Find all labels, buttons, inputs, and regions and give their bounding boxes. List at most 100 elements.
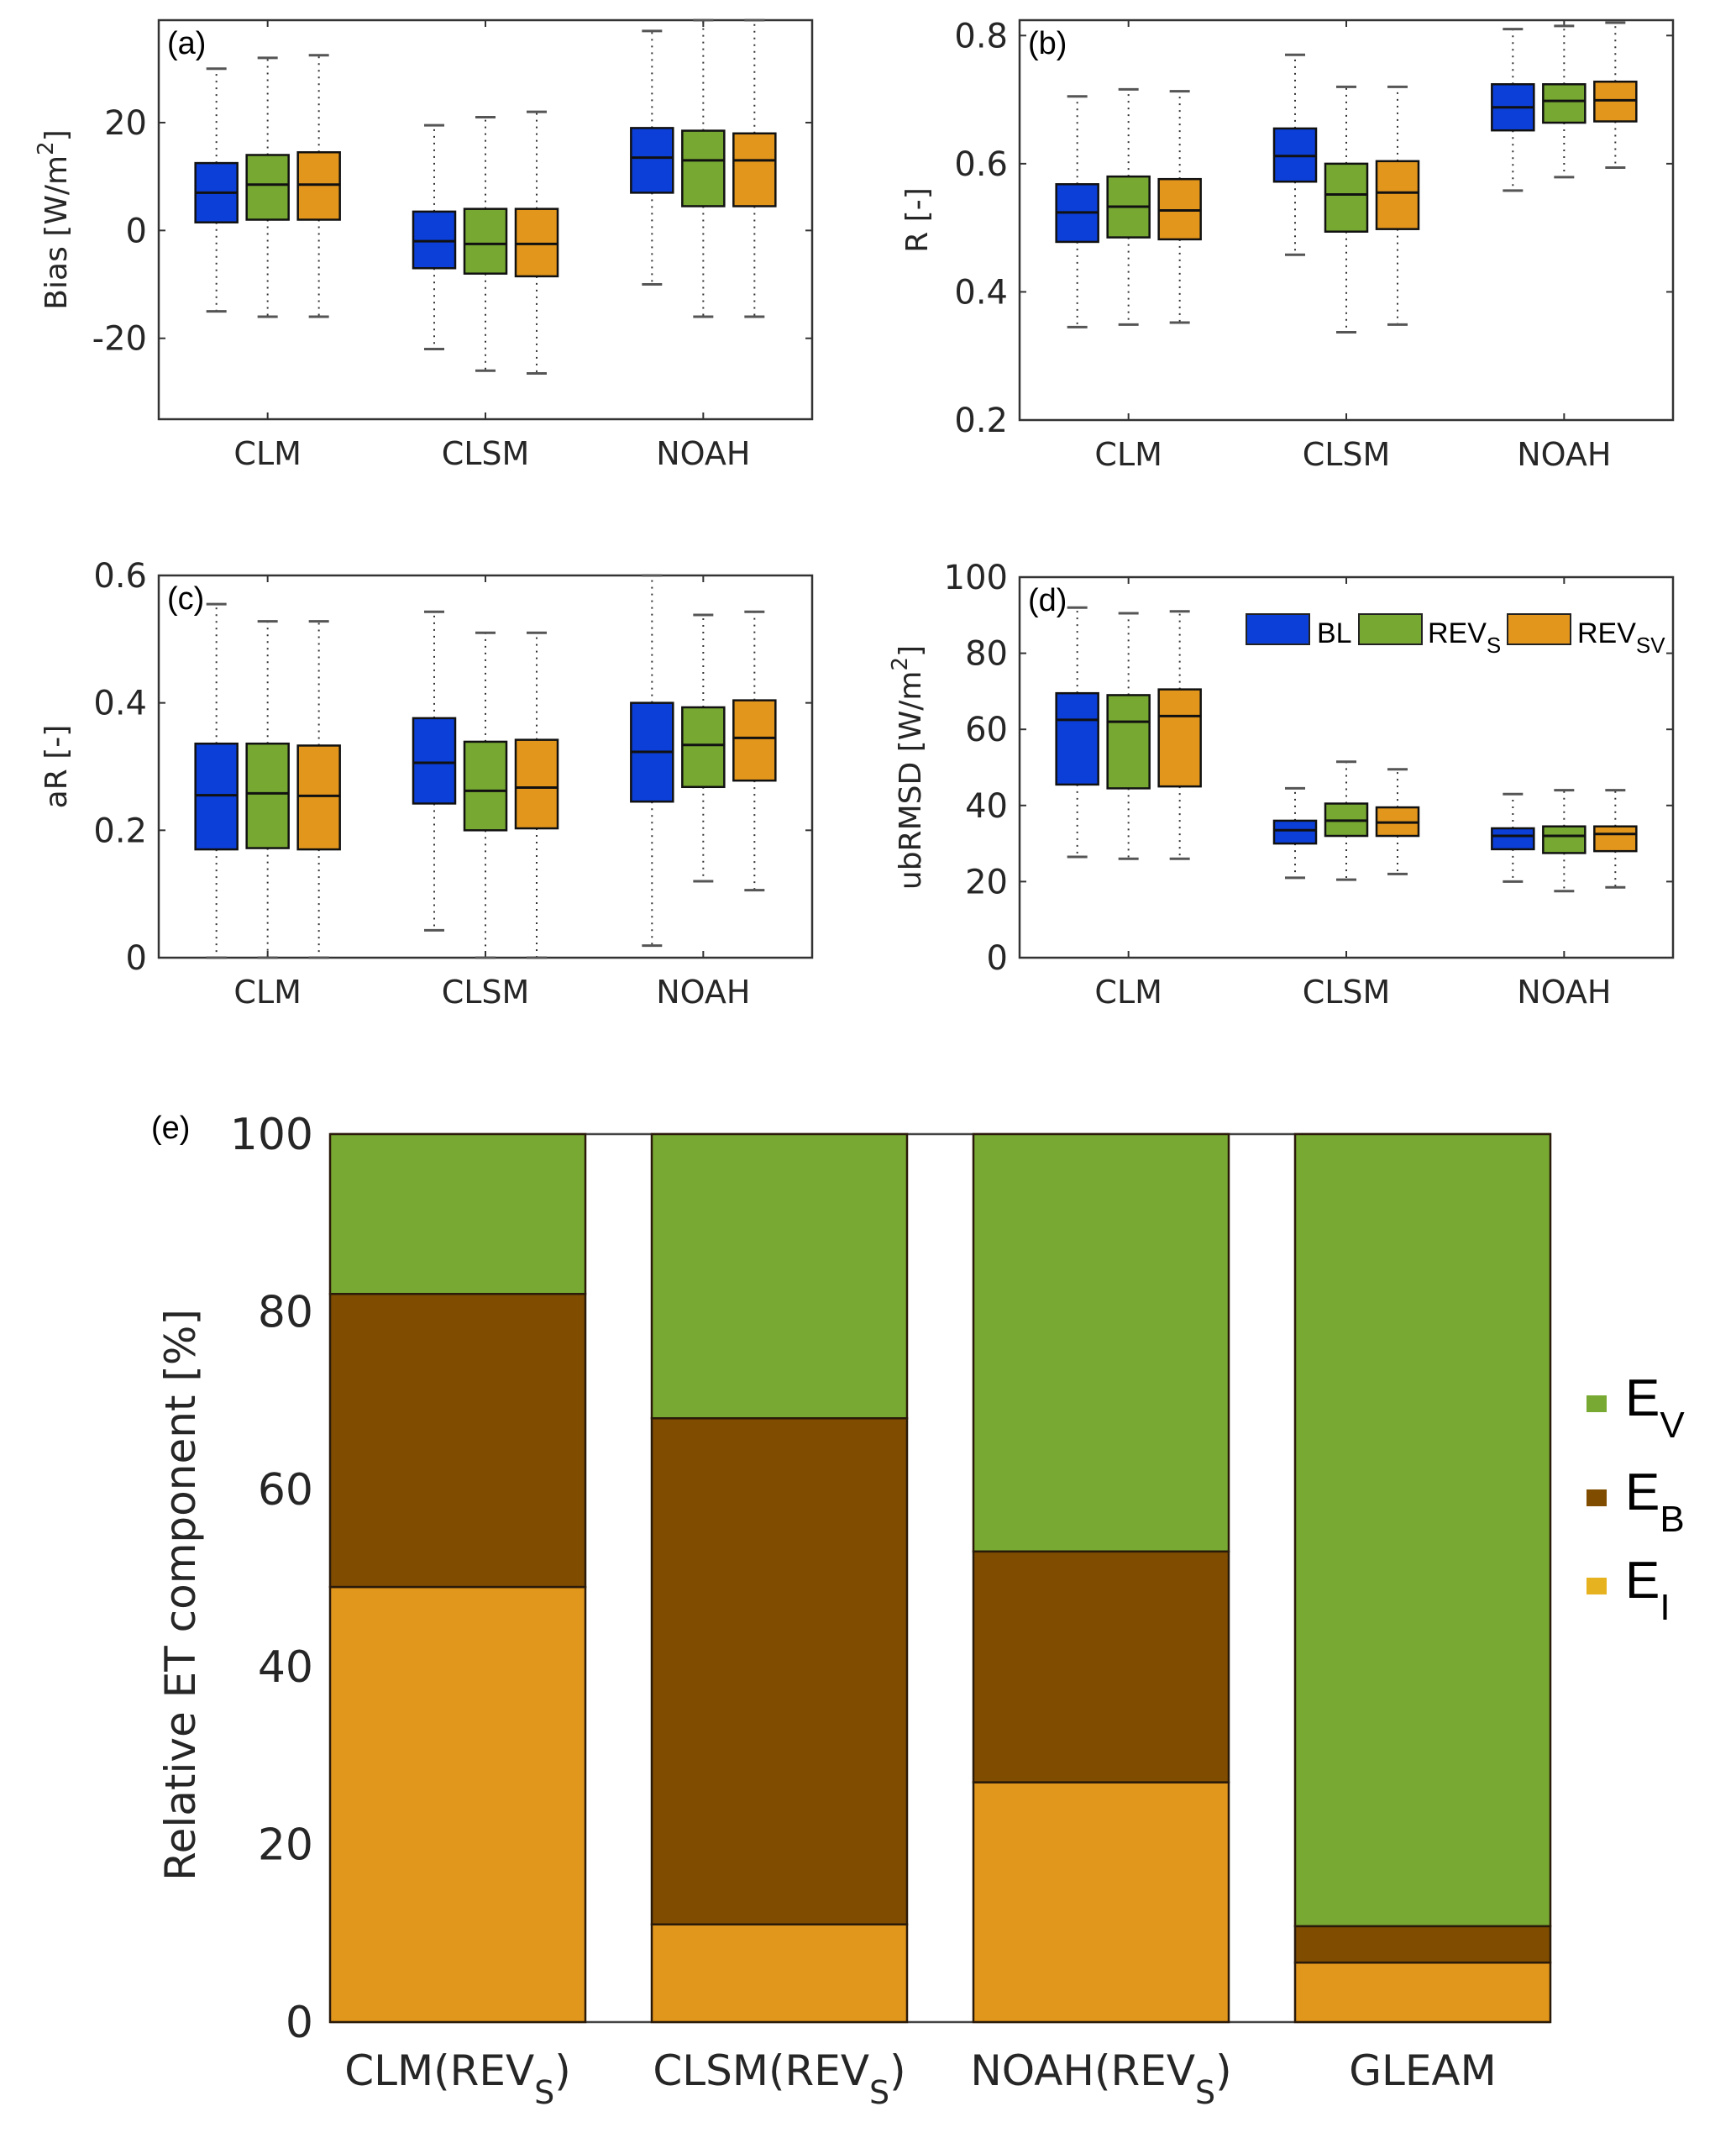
panel-label: (d) [1028, 583, 1067, 618]
box-clm-rev-s [245, 56, 290, 318]
y-tick-label: -20 [92, 320, 147, 359]
bar-segment-e-i [1293, 1961, 1552, 2024]
y-axis-title-sup: 2 [888, 657, 913, 671]
box-noah-rev-s [1542, 789, 1587, 893]
y-tick-label: 0.4 [93, 685, 147, 723]
legend-label-text: REV [1577, 617, 1636, 649]
bar-segment-e-v [972, 1132, 1230, 1553]
legend-item-rev-s: REVS [1358, 613, 1501, 658]
box-clm-rev-sv [296, 54, 341, 318]
box-clsm-rev-sv [514, 631, 559, 959]
y-tick-label: 20 [258, 1820, 313, 1871]
legend-label-text: REV [1428, 617, 1487, 649]
legend-item-e-b: EB [1587, 1463, 1685, 1540]
x-category-label: CLM [233, 435, 302, 472]
legend-swatch [1358, 613, 1423, 645]
box-clm-rev-s [245, 620, 290, 959]
x-category-label: NOAH [1517, 436, 1611, 473]
iqr-box [412, 210, 457, 270]
y-tick-label: 40 [258, 1642, 313, 1693]
y-axis-title-text: Bias [W/m [39, 155, 74, 310]
y-tick-label: 60 [965, 711, 1008, 749]
x-category-label: CLM [233, 974, 302, 1011]
x-category-label-text: CLM(REV [344, 2046, 534, 2095]
legend-label: EB [1625, 1463, 1685, 1540]
legend-item-e-i: EI [1587, 1552, 1670, 1628]
box-clsm-rev-sv [514, 110, 559, 375]
iqr-box [1324, 162, 1369, 233]
iqr-box [681, 129, 726, 207]
legend-label-text: E [1625, 1369, 1660, 1427]
x-category-label: CLM [1094, 436, 1162, 473]
box-noah-rev-s [681, 613, 726, 883]
x-category-label: CLM(REVS) [344, 2046, 571, 2111]
x-category-label: NOAH [656, 974, 750, 1011]
iqr-box [245, 154, 290, 221]
y-tick-label: 80 [965, 635, 1008, 674]
iqr-box [296, 744, 341, 851]
box-clsm-bl [1272, 786, 1318, 880]
bar-segment-e-i [972, 1781, 1230, 2024]
y-tick-label: 20 [965, 863, 1008, 901]
box-clm-bl [194, 67, 239, 313]
box-noah-bl [630, 29, 674, 286]
x-category-label: NOAH [656, 435, 750, 472]
panel-b-r: 0.2 0.4 0.6 0.8 CLM CLSM NOAH R [-] (b) [900, 17, 1675, 473]
x-category-label: CLSM [1303, 974, 1391, 1011]
legend-swatch [1246, 613, 1310, 645]
x-category-label-text: GLEAM [1349, 2046, 1497, 2095]
y-axis-title: ubRMSD [W/m2] [888, 645, 928, 890]
legend-label-sub: B [1660, 1499, 1684, 1540]
panel-a-bias: -20 0 20 CLM CLSM NOAH Bias [W/m2] (a) [34, 18, 814, 472]
box-clsm-rev-sv [1375, 768, 1420, 875]
box-noah-rev-s [1542, 24, 1587, 179]
y-tick-label: 0.2 [954, 402, 1008, 440]
iqr-box [1593, 825, 1638, 853]
bar-segment-e-b [1293, 1925, 1552, 1964]
box-clsm-bl [412, 610, 457, 932]
legend-label-sub: SV [1636, 633, 1665, 658]
y-axis-title-end: ] [39, 129, 74, 141]
box-noah-rev-sv [1593, 21, 1638, 169]
legend-item-e-v: EV [1587, 1369, 1685, 1446]
box-clm-rev-sv [1157, 90, 1202, 324]
x-category-label-end: ) [554, 2046, 571, 2095]
legend-label-text: E [1625, 1463, 1660, 1521]
iqr-box [1375, 160, 1420, 230]
x-category-label-text: CLSM(REV [653, 2046, 869, 2095]
x-category-label: CLSM [1303, 436, 1391, 473]
iqr-box [1593, 80, 1638, 123]
panel-d-ubrmsd: 0 20 40 60 80 100 CLM CLSM NOAH ubRMSD [W/m2] (d) B… [888, 559, 1675, 1011]
panel-c-ar: 0 0.2 0.4 0.6 CLM CLSM NOAH aR [-] (c) [39, 557, 814, 1011]
box-clm-rev-sv [1157, 610, 1202, 860]
y-tick-label: 20 [104, 104, 147, 143]
y-tick-label: 0.4 [954, 273, 1008, 312]
y-tick-label: 0 [126, 212, 147, 250]
y-tick-label: 0.2 [93, 812, 147, 850]
panel-label: (b) [1028, 26, 1067, 61]
iqr-box [194, 742, 239, 851]
legend-swatch [1587, 1578, 1607, 1594]
panel-label: (e) [151, 1111, 190, 1146]
y-axis-title-text: R [-] [900, 187, 935, 253]
y-tick-label: 100 [944, 559, 1008, 597]
panel-label: (c) [167, 581, 204, 617]
legend-label: BL [1317, 617, 1352, 649]
y-tick-label: 60 [258, 1465, 313, 1516]
iqr-box [1542, 83, 1587, 124]
box-noah-rev-sv [732, 18, 777, 318]
x-category-label-sub: S [534, 2074, 554, 2111]
y-tick-label: 0 [987, 939, 1008, 978]
y-tick-label: 40 [965, 787, 1008, 826]
y-tick-label: 0 [286, 1998, 313, 2048]
iqr-box [1157, 177, 1202, 241]
legend-label: REVS [1428, 617, 1501, 658]
x-category-label: CLM [1094, 974, 1162, 1011]
iqr-box [732, 699, 777, 782]
x-category-label: CLSM [442, 974, 530, 1011]
legend-label-sub: I [1660, 1587, 1670, 1628]
iqr-box [463, 207, 508, 275]
bar-segment-e-b [972, 1550, 1230, 1783]
bar-segment-e-v [650, 1132, 909, 1420]
